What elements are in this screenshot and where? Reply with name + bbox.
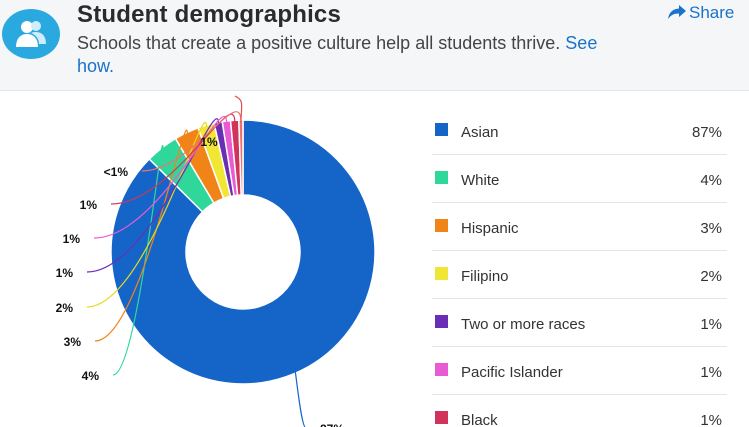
share-arrow-icon (668, 5, 686, 19)
legend-label: Two or more races (461, 316, 586, 333)
legend-value: 1% (700, 316, 722, 333)
leader-line (86, 122, 208, 308)
legend-swatch (435, 219, 448, 232)
legend-value: 3% (700, 220, 722, 237)
legend-item: Two or more races 1% (432, 299, 727, 347)
legend-label: Hispanic (461, 220, 519, 237)
legend-label: Asian (461, 124, 499, 141)
chart-legend: Asian 87% White 4% Hispanic 3% Filipino 2% Two o… (432, 107, 727, 427)
section-title: Student demographics (77, 1, 342, 28)
slice-value-label: 1% (80, 198, 98, 212)
legend-value: 87% (691, 124, 722, 141)
leader-line (292, 361, 306, 427)
leader-line (86, 118, 220, 273)
slice-value-label: 4% (82, 369, 100, 383)
slice-value-label: 1% (56, 266, 74, 280)
legend-swatch (435, 171, 448, 184)
section-header: Student demographics Schools that create… (0, 0, 749, 91)
pie-slice[interactable] (110, 119, 376, 385)
legend-item: Hispanic 3% (432, 203, 727, 251)
slice-value-label: 87% (320, 422, 344, 427)
leader-line (94, 129, 188, 342)
legend-item: Asian 87% (432, 107, 727, 155)
legend-swatch (435, 411, 448, 424)
legend-label: White (461, 172, 500, 189)
legend-value: 1% (700, 412, 722, 427)
legend-swatch (435, 315, 448, 328)
subtitle-text: Schools that create a positive culture h… (77, 33, 561, 53)
section-subtitle: Schools that create a positive culture h… (77, 32, 617, 78)
legend-value: 1% (700, 364, 722, 381)
share-button[interactable]: Share (668, 3, 734, 23)
leader-line (234, 95, 243, 123)
legend-value: 4% (700, 172, 722, 189)
slice-value-label: 1% (63, 232, 81, 246)
slice-value-label: <1% (104, 165, 129, 179)
demographics-donut-chart: 87% 4% 3% 2% 1% 1% 1% <1% 1% (56, 95, 376, 427)
legend-label: Filipino (461, 268, 509, 285)
leader-line (93, 115, 228, 239)
share-label: Share (689, 3, 735, 22)
people-icon (2, 9, 60, 59)
leader-line (110, 113, 236, 205)
leader-line (141, 111, 242, 172)
legend-label: Pacific Islander (461, 364, 563, 381)
slice-value-label: 2% (56, 301, 74, 315)
pie-slice[interactable] (238, 119, 244, 196)
legend-item: Pacific Islander 1% (432, 347, 727, 395)
legend-item: White 4% (432, 155, 727, 203)
legend-swatch (435, 363, 448, 376)
legend-swatch (435, 123, 448, 136)
see-how-link[interactable]: See how. (77, 33, 598, 76)
legend-item: Filipino 2% (432, 251, 727, 299)
legend-swatch (435, 267, 448, 280)
legend-label: Black (461, 412, 498, 427)
slice-value-label: 1% (200, 135, 218, 149)
slice-value-label: 3% (64, 335, 82, 349)
chart-area: 87% 4% 3% 2% 1% 1% 1% <1% 1% Asian 87% White 4% Hisp… (0, 91, 749, 427)
legend-value: 2% (700, 268, 722, 285)
legend-item: Black 1% (432, 395, 727, 427)
